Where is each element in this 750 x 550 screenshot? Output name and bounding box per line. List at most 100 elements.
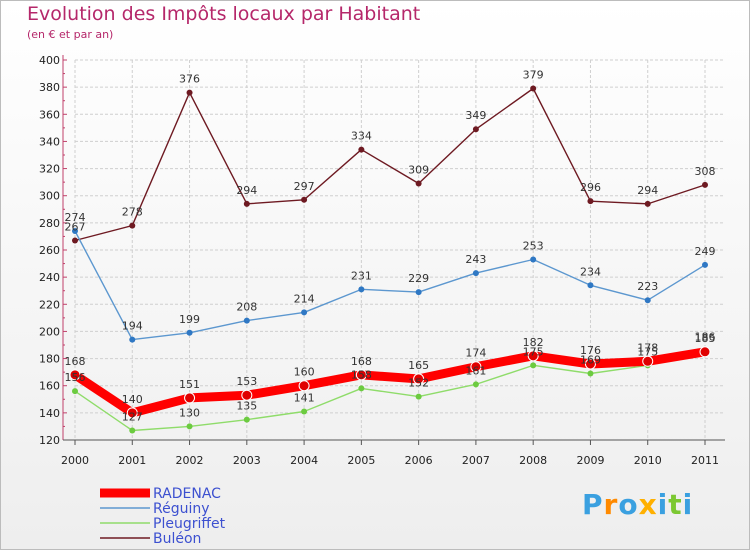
- data-label-buléon: 309: [408, 164, 429, 177]
- y-tick-label: 140: [39, 407, 60, 420]
- data-label-pleugriffet: 161: [465, 364, 486, 377]
- data-label-radenac: 151: [179, 378, 200, 391]
- logo-letter: o: [618, 488, 639, 521]
- data-point-réguiny: [72, 228, 78, 234]
- data-label-pleugriffet: 169: [580, 354, 601, 367]
- x-tick-label: 2004: [290, 454, 318, 467]
- data-label-pleugriffet: 158: [351, 368, 372, 381]
- series-lines: [69, 85, 711, 434]
- data-point-radenac: [69, 369, 81, 381]
- data-label-buléon: 296: [580, 181, 601, 194]
- x-tick-label: 2002: [176, 454, 204, 467]
- data-label-réguiny: 231: [351, 269, 372, 282]
- data-point-pleugriffet: [301, 408, 308, 415]
- data-point-buléon: [72, 237, 78, 244]
- data-point-buléon: [358, 146, 365, 153]
- y-tick-label: 300: [39, 190, 60, 203]
- data-labels: 267 278 376 294 297 334 309 349 379 296 294 308 274 1…: [65, 69, 716, 424]
- data-point-buléon: [644, 200, 651, 207]
- data-point-radenac: [184, 392, 196, 404]
- x-tick-label: 2001: [118, 454, 146, 467]
- data-point-radenac: [298, 380, 310, 392]
- logo-letter: r: [603, 488, 619, 521]
- data-point-pleugriffet: [72, 388, 78, 395]
- data-point-radenac: [241, 389, 253, 401]
- data-label-réguiny: 249: [695, 245, 716, 258]
- data-label-radenac: 160: [294, 366, 315, 379]
- data-label-pleugriffet: 130: [179, 406, 200, 419]
- data-label-buléon: 267: [65, 221, 86, 234]
- data-point-buléon: [129, 222, 136, 229]
- y-tick-label: 180: [39, 353, 60, 366]
- data-label-réguiny: 214: [294, 292, 315, 305]
- data-point-réguiny: [587, 282, 594, 289]
- data-point-pleugriffet: [415, 393, 422, 400]
- data-label-radenac: 182: [523, 336, 544, 349]
- data-point-radenac: [470, 361, 482, 373]
- data-label-buléon: 278: [122, 206, 143, 219]
- data-label-réguiny: 194: [122, 320, 143, 333]
- logo-letter: i: [682, 488, 694, 521]
- x-tick-label: 2011: [691, 454, 719, 467]
- data-point-réguiny: [472, 270, 479, 277]
- legend-label-buléon: Buléon: [153, 531, 201, 547]
- x-tick-label: 2009: [576, 454, 604, 467]
- data-point-buléon: [415, 180, 422, 187]
- data-point-buléon: [186, 89, 193, 96]
- data-point-pleugriffet: [243, 416, 250, 423]
- data-label-pleugriffet: 186: [695, 330, 716, 343]
- series-line-buléon: [74, 87, 706, 242]
- axes: 120 140 160 180 200 220 240 260 280 300 320 340 360 3…: [39, 54, 725, 467]
- x-tick-label: 2007: [462, 454, 490, 467]
- y-tick-label: 220: [39, 298, 60, 311]
- data-label-réguiny: 208: [236, 301, 257, 314]
- x-tick-label: 2000: [61, 454, 89, 467]
- data-point-pleugriffet: [530, 362, 537, 369]
- legend-label-réguiny: Réguiny: [153, 501, 210, 517]
- data-point-buléon: [587, 198, 594, 205]
- chart-title: Evolution des Impôts locaux par Habitant: [27, 3, 421, 25]
- data-point-pleugriffet: [358, 385, 365, 392]
- series-line-pleugriffet: [74, 349, 706, 432]
- data-point-réguiny: [358, 286, 365, 293]
- data-label-radenac: 168: [351, 355, 372, 368]
- data-point-pleugriffet: [186, 423, 193, 430]
- data-label-radenac: 165: [408, 359, 429, 372]
- data-label-buléon: 334: [351, 130, 372, 143]
- data-label-pleugriffet: 141: [294, 392, 315, 405]
- data-point-pleugriffet: [472, 381, 479, 388]
- x-tick-label: 2005: [347, 454, 375, 467]
- y-tick-label: 280: [39, 217, 60, 230]
- data-label-réguiny: 229: [408, 272, 429, 285]
- legend-label-pleugriffet: Pleugriffet: [153, 516, 226, 532]
- data-label-radenac: 185: [695, 332, 716, 345]
- data-label-pleugriffet: 175: [523, 345, 544, 358]
- x-tick-label: 2006: [405, 454, 433, 467]
- logo-letter: t: [668, 488, 683, 521]
- data-point-buléon: [243, 200, 250, 207]
- y-tick-label: 240: [39, 271, 60, 284]
- data-label-buléon: 294: [637, 184, 658, 197]
- legend-label-radenac: RADENAC: [153, 486, 221, 502]
- data-label-buléon: 349: [465, 109, 486, 122]
- data-point-réguiny: [301, 309, 308, 316]
- logo-letter: i: [657, 488, 669, 521]
- data-label-pleugriffet: 152: [408, 377, 429, 390]
- data-label-buléon: 297: [294, 180, 315, 193]
- y-tick-label: 320: [39, 163, 60, 176]
- grid-lines: [74, 59, 725, 441]
- data-point-réguiny: [129, 336, 136, 343]
- x-tick-label: 2003: [233, 454, 261, 467]
- data-point-radenac: [642, 355, 654, 367]
- data-label-buléon: 379: [523, 69, 544, 82]
- data-label-pleugriffet: 135: [236, 400, 257, 413]
- data-point-radenac: [699, 346, 711, 358]
- data-label-buléon: 294: [236, 184, 257, 197]
- data-label-réguiny: 243: [465, 253, 486, 266]
- series-line-radenac: [70, 347, 710, 418]
- data-point-réguiny: [415, 289, 422, 296]
- data-point-pleugriffet: [129, 427, 136, 434]
- series-line-réguiny: [74, 230, 706, 341]
- data-point-réguiny: [644, 297, 651, 304]
